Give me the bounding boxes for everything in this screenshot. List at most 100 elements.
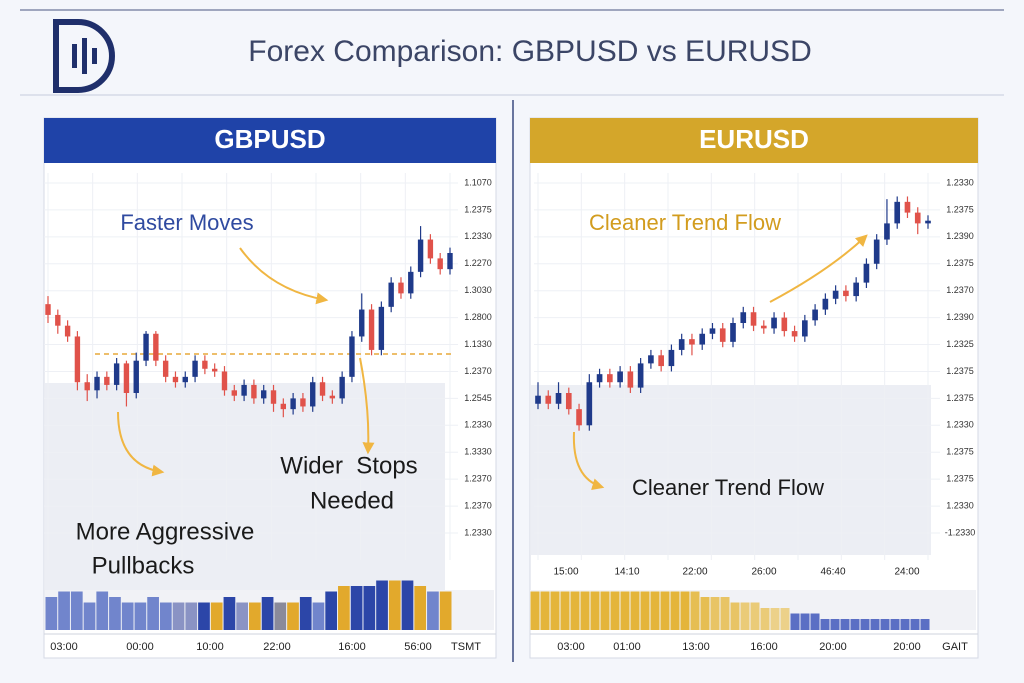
x-tick-label: 20:00 <box>819 641 847 653</box>
y-tick-label: 1.2800 <box>464 312 492 322</box>
volume-bar <box>590 591 600 630</box>
y-tick-label: 1.2375 <box>946 258 974 268</box>
y-tick-label: 1.3330 <box>464 447 492 457</box>
candle-body <box>637 363 644 388</box>
candle-body <box>545 395 552 404</box>
volume-bar <box>249 602 261 630</box>
volume-bar <box>540 591 550 630</box>
volume-bar <box>850 619 860 630</box>
y-tick-label: 1.3030 <box>464 285 492 295</box>
volume-bar <box>640 591 650 630</box>
volume-bar <box>710 597 720 630</box>
candle-body <box>55 314 61 326</box>
candle-body <box>689 339 695 345</box>
volume-bar <box>910 619 920 630</box>
candle-body <box>576 409 582 426</box>
volume-bar <box>299 597 312 630</box>
candle-body <box>437 258 443 270</box>
candle-body <box>658 355 664 367</box>
volume-bar <box>376 580 388 630</box>
logo-d <box>53 19 115 93</box>
candle-body <box>884 223 890 240</box>
candle-body <box>221 371 228 391</box>
candle-body <box>133 360 139 393</box>
candle-body <box>192 360 198 377</box>
y-tick-label: 1.2330 <box>464 231 492 241</box>
y-tick-label: 1.2375 <box>946 366 974 376</box>
candle-body <box>368 309 375 350</box>
annotation: Wider Stops <box>280 452 417 479</box>
annotation-arrow <box>359 357 375 455</box>
volume-bar <box>730 602 740 630</box>
candle-body <box>231 390 237 396</box>
candle-body <box>408 271 414 294</box>
candle-body <box>172 376 179 383</box>
time-label: 22:00 <box>682 567 707 578</box>
volume-bar <box>630 591 640 630</box>
y-tick-label: 1.2330 <box>464 420 492 430</box>
time-label: 46:40 <box>820 567 845 578</box>
x-tick-label: 16:00 <box>750 641 778 653</box>
candle-body <box>417 239 424 272</box>
y-tick-label: 1.2375 <box>946 447 974 457</box>
volume-bar <box>530 591 540 630</box>
candle-body <box>300 398 306 407</box>
volume-bar <box>363 586 376 630</box>
candle-body <box>162 360 169 377</box>
volume-bar <box>740 602 750 630</box>
volume-bar <box>414 586 427 630</box>
y-tick-label: -1.2330 <box>945 527 976 537</box>
volume-bar <box>770 608 780 630</box>
volume-bar <box>830 619 840 630</box>
volume-bar <box>287 602 299 630</box>
y-tick-label: 1.2325 <box>946 339 974 349</box>
volume-bar <box>810 613 820 630</box>
candle-body <box>719 328 726 342</box>
volume-bar <box>660 591 670 630</box>
volume-bar <box>800 613 810 630</box>
volume-bar <box>236 602 248 630</box>
time-label: 15:00 <box>553 567 578 578</box>
candle-body <box>339 376 345 399</box>
chart-panel: EURUSD 1.2330 1.2375 1.2390 1.2375 1.2370 1.23… <box>529 117 979 659</box>
candle-body <box>678 339 685 350</box>
x-tick-label: 22:00 <box>263 641 291 653</box>
candle-body <box>627 371 634 388</box>
volume-bar <box>338 586 350 630</box>
x-tick-label: 03:00 <box>557 641 585 653</box>
candle-body <box>447 253 453 270</box>
candle-body <box>853 282 859 297</box>
shaded-zone <box>45 383 445 590</box>
logo-bar <box>82 38 87 74</box>
candle-body <box>349 336 355 377</box>
candle-body <box>74 336 81 383</box>
annotation-arrow <box>769 234 868 303</box>
candle-body <box>565 393 572 410</box>
candle-body <box>586 382 593 426</box>
y-tick-label: 1.2330 <box>946 500 974 510</box>
volume-bar <box>890 619 900 630</box>
volume-bar <box>580 591 590 630</box>
volume-bar <box>325 591 338 630</box>
candle-body <box>791 331 798 337</box>
candle-body <box>617 371 623 383</box>
volume-bar <box>223 597 236 630</box>
volume-bar <box>427 591 439 630</box>
candle-body <box>760 325 767 329</box>
x-tick-label: 00:00 <box>126 641 154 653</box>
x-tick-label: 03:00 <box>50 641 78 653</box>
volume-bar <box>720 597 730 630</box>
volume-bar <box>570 591 580 630</box>
y-tick-label: 1.2375 <box>946 393 974 403</box>
annotation: More Aggressive <box>76 518 255 545</box>
y-tick-label: 1.2375 <box>946 474 974 484</box>
time-label: 24:00 <box>894 567 919 578</box>
candle-body <box>241 384 247 396</box>
candle-body <box>781 317 788 332</box>
y-tick-label: 1.2390 <box>946 231 974 241</box>
volume-bar <box>650 591 660 630</box>
candle-body <box>914 212 921 224</box>
volume-bar <box>790 613 800 630</box>
candle-body <box>894 201 901 224</box>
candle-body <box>535 395 541 404</box>
